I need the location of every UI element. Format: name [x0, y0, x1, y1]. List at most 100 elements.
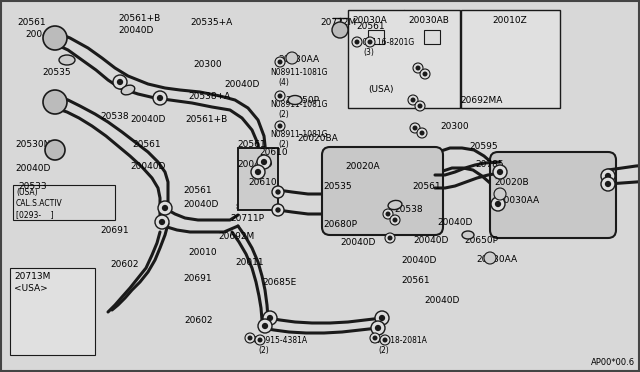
- Text: 20610: 20610: [259, 148, 287, 157]
- Text: (3): (3): [363, 48, 374, 57]
- Circle shape: [383, 209, 393, 219]
- Text: 20040D: 20040D: [340, 238, 376, 247]
- Text: (USA): (USA): [16, 188, 38, 197]
- Text: 20602: 20602: [184, 316, 212, 325]
- Text: 20020B: 20020B: [494, 178, 529, 187]
- Text: 20040D: 20040D: [130, 162, 165, 171]
- Circle shape: [255, 169, 261, 175]
- Circle shape: [417, 128, 427, 138]
- Circle shape: [390, 215, 400, 225]
- Circle shape: [367, 39, 372, 45]
- Text: 20561: 20561: [17, 18, 45, 27]
- Text: 20650P: 20650P: [464, 236, 498, 245]
- Text: 20650P: 20650P: [285, 96, 319, 105]
- Circle shape: [258, 319, 272, 333]
- Text: B 08116-8201G: B 08116-8201G: [355, 38, 414, 47]
- Circle shape: [261, 159, 267, 165]
- Circle shape: [248, 336, 253, 340]
- Text: 20561: 20561: [412, 182, 440, 191]
- Ellipse shape: [388, 201, 402, 209]
- Text: 20595: 20595: [469, 142, 498, 151]
- Text: 20040D: 20040D: [25, 30, 60, 39]
- Circle shape: [263, 311, 277, 325]
- Circle shape: [355, 39, 360, 45]
- Circle shape: [605, 181, 611, 187]
- Circle shape: [275, 57, 285, 67]
- Circle shape: [43, 26, 67, 50]
- Circle shape: [272, 186, 284, 198]
- Circle shape: [257, 155, 271, 169]
- Text: 20561: 20561: [401, 276, 429, 285]
- Text: 20561: 20561: [237, 140, 266, 149]
- FancyBboxPatch shape: [490, 152, 616, 238]
- Circle shape: [255, 335, 265, 345]
- Text: 20011: 20011: [235, 258, 264, 267]
- Text: 20030AB: 20030AB: [408, 16, 449, 25]
- Circle shape: [375, 311, 389, 325]
- Text: (USA): (USA): [368, 85, 394, 94]
- Text: (2): (2): [258, 346, 269, 355]
- Text: 20680P: 20680P: [323, 220, 357, 229]
- Text: <USA>: <USA>: [14, 284, 48, 293]
- Text: 20040D: 20040D: [413, 236, 449, 245]
- Text: 20030AA: 20030AA: [278, 55, 319, 64]
- Circle shape: [275, 91, 285, 101]
- Text: 20722M: 20722M: [320, 18, 356, 27]
- Circle shape: [262, 323, 268, 329]
- Text: 20040D: 20040D: [424, 296, 460, 305]
- Text: 20010: 20010: [188, 248, 216, 257]
- Circle shape: [385, 212, 390, 217]
- Bar: [10, 268, 95, 355]
- Circle shape: [370, 333, 380, 343]
- Circle shape: [371, 321, 385, 335]
- Text: 20040D: 20040D: [183, 200, 218, 209]
- Circle shape: [497, 169, 503, 175]
- Circle shape: [153, 91, 167, 105]
- Text: 20010Z: 20010Z: [492, 16, 527, 25]
- Bar: [13, 185, 115, 220]
- Circle shape: [413, 63, 423, 73]
- Circle shape: [159, 219, 165, 225]
- Text: N08911-1081G: N08911-1081G: [270, 100, 328, 109]
- Text: 20691: 20691: [183, 274, 212, 283]
- Text: 20713M: 20713M: [14, 272, 51, 281]
- Ellipse shape: [59, 55, 75, 65]
- Text: 20610: 20610: [248, 178, 276, 187]
- Text: (4): (4): [278, 78, 289, 87]
- Circle shape: [392, 218, 397, 222]
- Text: 20040D: 20040D: [224, 80, 259, 89]
- Circle shape: [257, 337, 262, 343]
- Bar: [461, 10, 560, 108]
- Circle shape: [113, 75, 127, 89]
- Circle shape: [493, 165, 507, 179]
- FancyBboxPatch shape: [466, 31, 529, 59]
- Circle shape: [408, 95, 418, 105]
- Circle shape: [251, 165, 265, 179]
- Text: 20785: 20785: [475, 160, 504, 169]
- FancyBboxPatch shape: [322, 147, 443, 235]
- Text: 20030AA: 20030AA: [498, 196, 539, 205]
- Circle shape: [605, 173, 611, 179]
- Circle shape: [162, 205, 168, 211]
- Text: N08915-4381A: N08915-4381A: [250, 336, 307, 345]
- Text: 20685E: 20685E: [262, 278, 296, 287]
- Text: 20533: 20533: [18, 182, 47, 191]
- Text: 20538: 20538: [394, 205, 422, 214]
- Text: 20561: 20561: [132, 140, 161, 149]
- Text: N08911-1081G: N08911-1081G: [270, 130, 328, 139]
- Circle shape: [278, 93, 282, 99]
- Circle shape: [375, 325, 381, 331]
- Circle shape: [385, 233, 395, 243]
- Text: (2): (2): [278, 140, 289, 149]
- Text: N08918-2081A: N08918-2081A: [370, 336, 427, 345]
- Text: 20040D: 20040D: [437, 218, 472, 227]
- Circle shape: [420, 69, 430, 79]
- Text: 20561: 20561: [183, 186, 212, 195]
- Circle shape: [352, 37, 362, 47]
- Text: CAL.S.ACTIV: CAL.S.ACTIV: [16, 199, 63, 208]
- Circle shape: [383, 337, 387, 343]
- Text: 20530N: 20530N: [15, 140, 51, 149]
- Text: AP00*00.6: AP00*00.6: [591, 358, 635, 367]
- Circle shape: [419, 131, 424, 135]
- Circle shape: [51, 34, 59, 42]
